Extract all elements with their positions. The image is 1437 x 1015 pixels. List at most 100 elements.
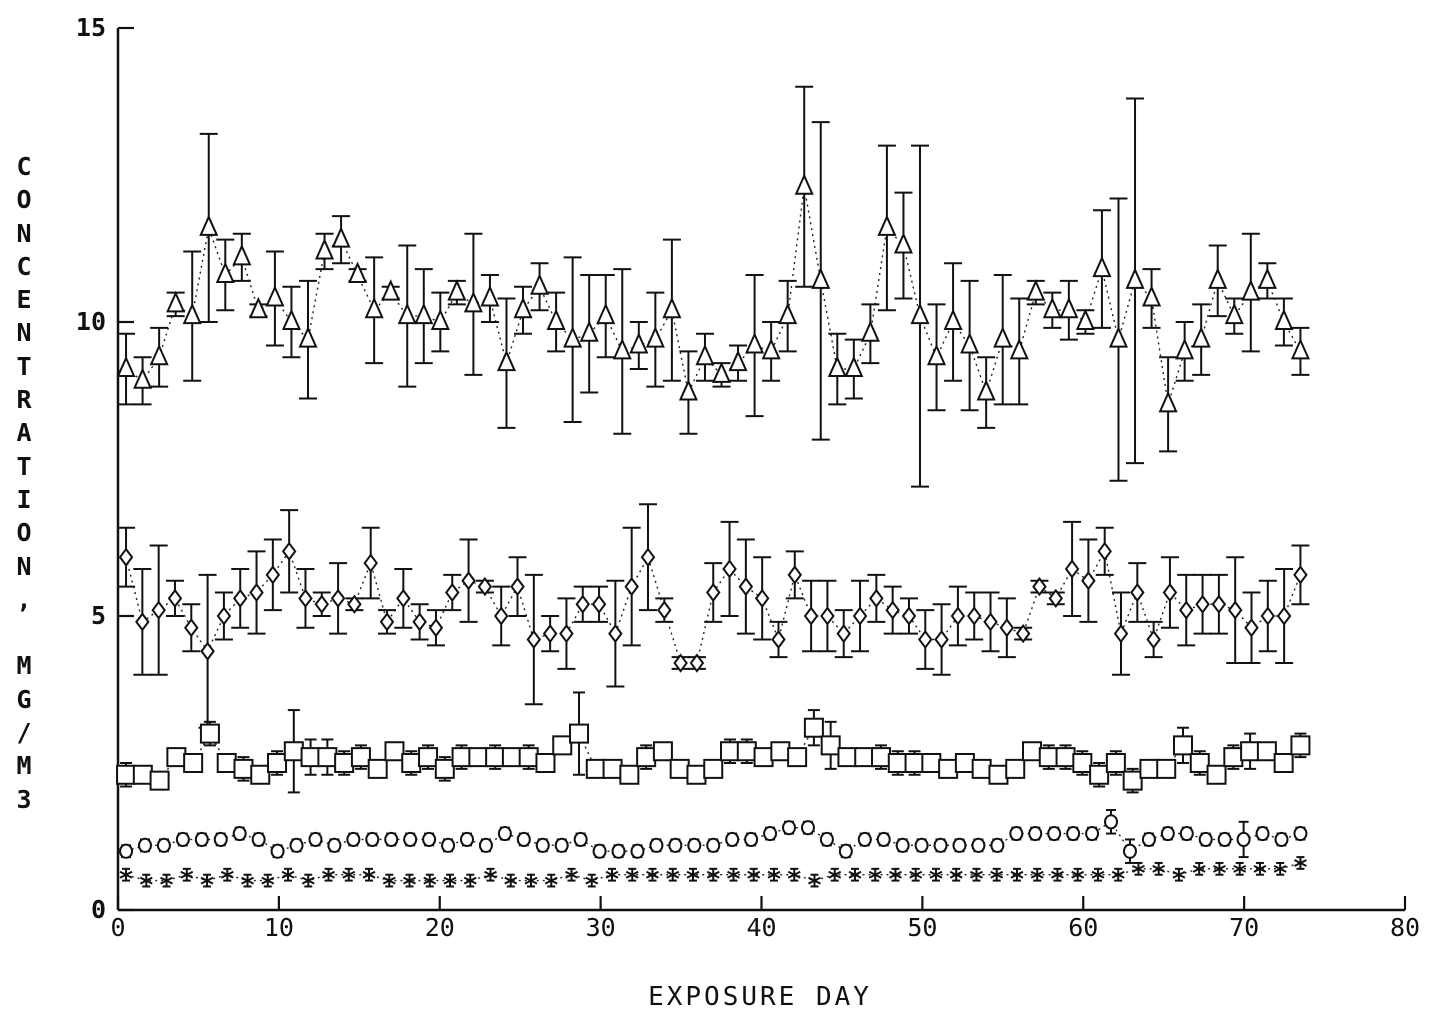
y-axis-label-char: T: [16, 451, 32, 481]
series-triangle-line: [125, 186, 1302, 405]
marker-diamond: [999, 618, 1015, 638]
marker-diamond: [1146, 629, 1161, 650]
y-axis-label-char: [16, 616, 31, 649]
marker-triangle: [960, 332, 980, 354]
marker-triangle: [298, 326, 318, 348]
marker-cross: [241, 876, 254, 885]
marker-diamond: [1048, 588, 1064, 609]
marker-diamond: [542, 623, 558, 644]
marker-diamond: [216, 606, 232, 626]
marker-circle: [1122, 843, 1137, 859]
marker-diamond: [559, 623, 574, 644]
marker-square: [736, 741, 757, 762]
marker-cross: [1192, 864, 1206, 873]
marker-triangle: [381, 279, 401, 301]
marker-circle: [687, 837, 702, 853]
marker-cross: [1111, 870, 1125, 879]
marker-cross: [949, 870, 963, 879]
marker-square: [887, 753, 908, 773]
marker-square: [1072, 753, 1093, 773]
marker-triangle: [364, 296, 384, 319]
marker-diamond: [1081, 571, 1096, 591]
marker-triangle: [232, 243, 252, 266]
marker-triangle: [530, 273, 550, 295]
marker-circle: [346, 831, 361, 848]
y-axis-label-char: ,: [16, 584, 32, 614]
marker-diamond: [1162, 582, 1178, 603]
marker-triangle: [1224, 302, 1244, 325]
marker-diamond: [1276, 606, 1292, 626]
marker-cross: [787, 870, 801, 879]
marker-triangle: [149, 343, 169, 366]
marker-square: [585, 758, 606, 779]
marker-triangle: [711, 361, 732, 383]
marker-triangle: [645, 326, 665, 348]
y-axis-label-char: T: [16, 351, 32, 381]
marker-cross: [504, 876, 518, 885]
marker-cross: [990, 870, 1004, 879]
marker-triangle: [397, 302, 417, 325]
marker-triangle: [248, 296, 268, 319]
marker-square: [1021, 741, 1042, 762]
marker-circle: [478, 837, 493, 853]
marker-square: [753, 747, 774, 768]
marker-square: [636, 747, 657, 768]
marker-diamond: [869, 588, 884, 609]
marker-circle: [175, 831, 190, 848]
marker-cross: [1253, 864, 1267, 873]
marker-cross: [666, 870, 680, 879]
marker-square: [1055, 747, 1076, 768]
marker-diamond: [1113, 623, 1129, 644]
marker-diamond: [396, 588, 411, 609]
marker-cross: [1030, 870, 1044, 879]
marker-circle: [744, 831, 759, 848]
marker-square: [233, 758, 254, 779]
y-tick-label: 5: [91, 601, 106, 630]
marker-triangle: [513, 296, 533, 319]
x-tick-label: 50: [907, 913, 937, 942]
marker-square: [216, 753, 237, 773]
marker-cross: [1212, 864, 1226, 873]
marker-circle: [1217, 831, 1232, 848]
marker-triangle: [745, 332, 765, 354]
marker-diamond: [151, 600, 166, 620]
marker-cross: [747, 870, 761, 879]
marker-circle: [630, 843, 645, 859]
marker-cross: [868, 870, 882, 879]
marker-cross: [261, 876, 275, 885]
y-axis-label-char: I: [16, 484, 32, 514]
marker-triangle: [1290, 337, 1310, 360]
marker-diamond: [249, 582, 264, 603]
marker-triangle: [1241, 279, 1261, 301]
marker-cross: [180, 870, 194, 879]
marker-circle: [914, 837, 929, 853]
marker-square: [803, 717, 824, 738]
marker-square: [1089, 764, 1110, 785]
marker-diamond: [787, 565, 803, 585]
marker-triangle: [116, 355, 136, 378]
marker-triangle: [1059, 296, 1079, 319]
marker-square: [686, 764, 707, 785]
marker-cross: [160, 876, 173, 885]
marker-triangle: [1108, 326, 1129, 348]
marker-cross: [544, 876, 558, 885]
marker-square: [837, 747, 858, 768]
marker-triangle: [761, 337, 781, 360]
marker-triangle: [563, 326, 583, 348]
marker-square: [1273, 753, 1294, 773]
marker-circle: [1066, 825, 1081, 842]
marker-triangle: [1009, 337, 1029, 360]
marker-cross: [929, 870, 943, 879]
marker-triangle: [1125, 267, 1145, 289]
marker-cross: [848, 870, 862, 879]
marker-circle: [270, 843, 285, 859]
marker-diamond: [918, 629, 933, 650]
marker-cross: [281, 870, 295, 879]
marker-square: [652, 741, 673, 762]
marker-triangle: [596, 302, 616, 325]
marker-diamond: [265, 565, 281, 585]
marker-diamond: [901, 606, 917, 626]
marker-diamond: [640, 547, 656, 567]
y-axis-label-char: C: [16, 251, 32, 281]
marker-triangle: [1042, 296, 1062, 319]
